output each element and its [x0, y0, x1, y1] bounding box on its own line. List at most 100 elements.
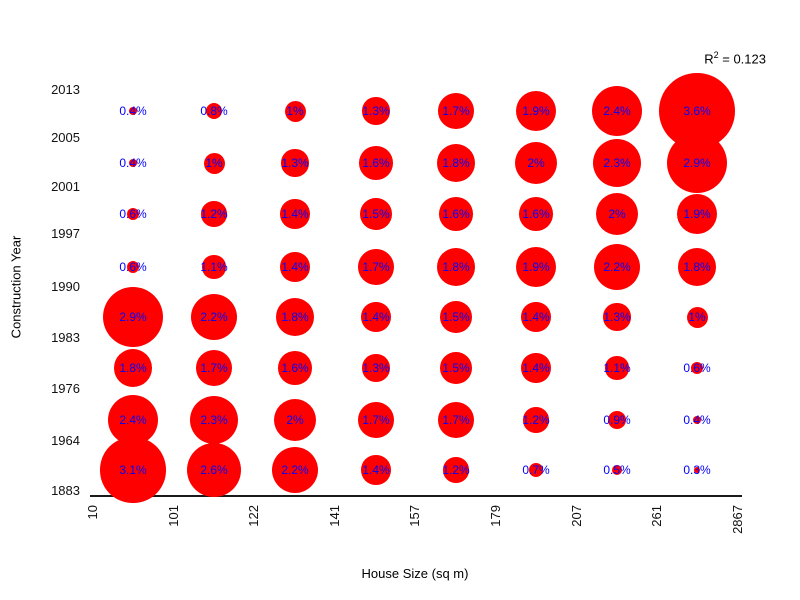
- bubble-percentage-label: 0.4%: [683, 413, 711, 427]
- bubble: [516, 247, 556, 287]
- bubble-percentage-label: 1.6%: [442, 207, 470, 221]
- bubble-percentage-label: 1.5%: [362, 207, 390, 221]
- x-axis-tick-label: 179: [488, 505, 503, 527]
- bubble: [278, 351, 312, 385]
- y-axis-tick-label: 1883: [51, 483, 80, 498]
- bubble: [440, 301, 472, 333]
- bubble: [361, 455, 391, 485]
- bubble-percentage-label: 1.6%: [522, 207, 550, 221]
- bubble: [519, 197, 553, 231]
- bubble: [107, 394, 159, 446]
- bubble: [693, 466, 701, 474]
- x-axis-tick-label: 2867: [730, 505, 745, 534]
- x-axis-tick-label: 157: [407, 505, 422, 527]
- bubble: [515, 142, 557, 184]
- bubble-percentage-label: 2.6%: [200, 463, 228, 477]
- bubble-percentage-label: 1.8%: [119, 361, 147, 375]
- bubble: [438, 93, 474, 129]
- bubble: [280, 252, 310, 282]
- x-axis-tick-label: 122: [246, 505, 261, 527]
- bubble: [126, 260, 140, 274]
- bubble: [281, 149, 309, 177]
- bubble-percentage-label: 1%: [688, 310, 706, 324]
- r-squared-value: = 0.123: [718, 51, 766, 67]
- bubble-percentage-label: 1.3%: [362, 104, 390, 118]
- bubble: [690, 361, 704, 375]
- y-axis-tick-label: 2013: [51, 82, 80, 97]
- x-axis-tick-label: 207: [569, 505, 584, 527]
- bubble-percentage-label: 1.7%: [362, 260, 390, 274]
- bubble: [196, 350, 232, 386]
- bubble: [190, 293, 238, 341]
- y-axis-tick-label: 1997: [51, 226, 80, 241]
- bubble-percentage-label: 1.4%: [362, 310, 390, 324]
- y-axis-tick-label: 1983: [51, 330, 80, 345]
- bubble-percentage-label: 1.4%: [522, 310, 550, 324]
- bubble: [189, 395, 239, 445]
- bubble-percentage-label: 1.3%: [362, 361, 390, 375]
- bubble: [437, 248, 475, 286]
- bubble-percentage-label: 1%: [286, 104, 304, 118]
- bubble-percentage-label: 1.9%: [522, 104, 550, 118]
- bubble-percentage-label: 2%: [286, 413, 304, 427]
- bubble: [439, 197, 473, 231]
- bubble: [443, 457, 469, 483]
- bubble: [592, 138, 642, 188]
- bubble-percentage-label: 0.7%: [522, 463, 550, 477]
- bubble: [361, 302, 391, 332]
- bubble: [686, 306, 708, 328]
- bubble-percentage-label: 0.5%: [603, 463, 631, 477]
- bubble: [186, 442, 242, 498]
- bubble: [591, 85, 643, 137]
- x-axis-tick-label: 141: [327, 505, 342, 527]
- bubble: [528, 462, 544, 478]
- bubble: [516, 91, 556, 131]
- bubble: [274, 399, 316, 441]
- bubble: [521, 353, 551, 383]
- bubble-percentage-label: 2.9%: [119, 310, 147, 324]
- bubble-percentage-label: 1.1%: [200, 260, 228, 274]
- bubble: [358, 402, 394, 438]
- bubble-percentage-label: 1.7%: [362, 413, 390, 427]
- bubble-percentage-label: 2.3%: [603, 156, 631, 170]
- bubble-percentage-label: 0.9%: [603, 413, 631, 427]
- bubble: [359, 146, 393, 180]
- bubble: [593, 243, 641, 291]
- bubble: [603, 303, 631, 331]
- bubble: [692, 415, 702, 425]
- bubble-percentage-label: 2%: [527, 156, 545, 170]
- bubble-percentage-label: 2.9%: [683, 156, 711, 170]
- bubble: [440, 352, 472, 384]
- bubble: [102, 286, 164, 348]
- bubble-percentage-label: 2.4%: [119, 413, 147, 427]
- y-axis-tick-label: 1976: [51, 381, 80, 396]
- bubble-percentage-label: 1.8%: [281, 310, 309, 324]
- bubble: [284, 100, 306, 122]
- bubble: [677, 194, 717, 234]
- bubble-percentage-label: 0.3%: [683, 463, 711, 477]
- bubble-percentage-label: 2%: [608, 207, 626, 221]
- bubble: [666, 132, 728, 194]
- bubble-percentage-label: 1.4%: [281, 260, 309, 274]
- x-axis-tick-label: 10: [85, 505, 100, 520]
- bubble-percentage-label: 1.8%: [442, 260, 470, 274]
- bubble-percentage-label: 1.2%: [200, 207, 228, 221]
- bubble-percentage-label: 1.4%: [362, 463, 390, 477]
- bubble: [362, 354, 390, 382]
- bubble: [128, 158, 138, 168]
- x-axis-tick-label: 101: [166, 505, 181, 527]
- bubble-percentage-label: 1.6%: [362, 156, 390, 170]
- bubble: [128, 106, 138, 116]
- bubble-percentage-label: 1.3%: [603, 310, 631, 324]
- bubble-percentage-label: 3.6%: [683, 104, 711, 118]
- bubble: [358, 249, 394, 285]
- bubble-percentage-label: 1.2%: [522, 413, 550, 427]
- bubble-percentage-label: 1%: [205, 156, 223, 170]
- bubble: [438, 402, 474, 438]
- bubble: [437, 144, 475, 182]
- bubble-percentage-label: 1.4%: [522, 361, 550, 375]
- y-axis-tick-label: 2001: [51, 179, 80, 194]
- bubble: [271, 446, 319, 494]
- bubble-percentage-label: 3.1%: [119, 463, 147, 477]
